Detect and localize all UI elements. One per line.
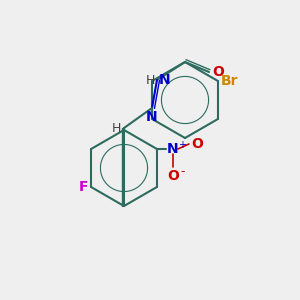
Text: O: O — [167, 169, 179, 183]
Text: H: H — [146, 74, 155, 86]
Text: N: N — [146, 110, 158, 124]
Text: Br: Br — [221, 74, 238, 88]
Text: -: - — [180, 166, 184, 178]
Text: +: + — [178, 140, 186, 150]
Text: O: O — [191, 137, 203, 151]
Text: H: H — [112, 122, 121, 134]
Text: N: N — [167, 142, 179, 156]
Text: F: F — [79, 180, 88, 194]
Text: O: O — [212, 65, 224, 79]
Text: N: N — [159, 73, 171, 87]
